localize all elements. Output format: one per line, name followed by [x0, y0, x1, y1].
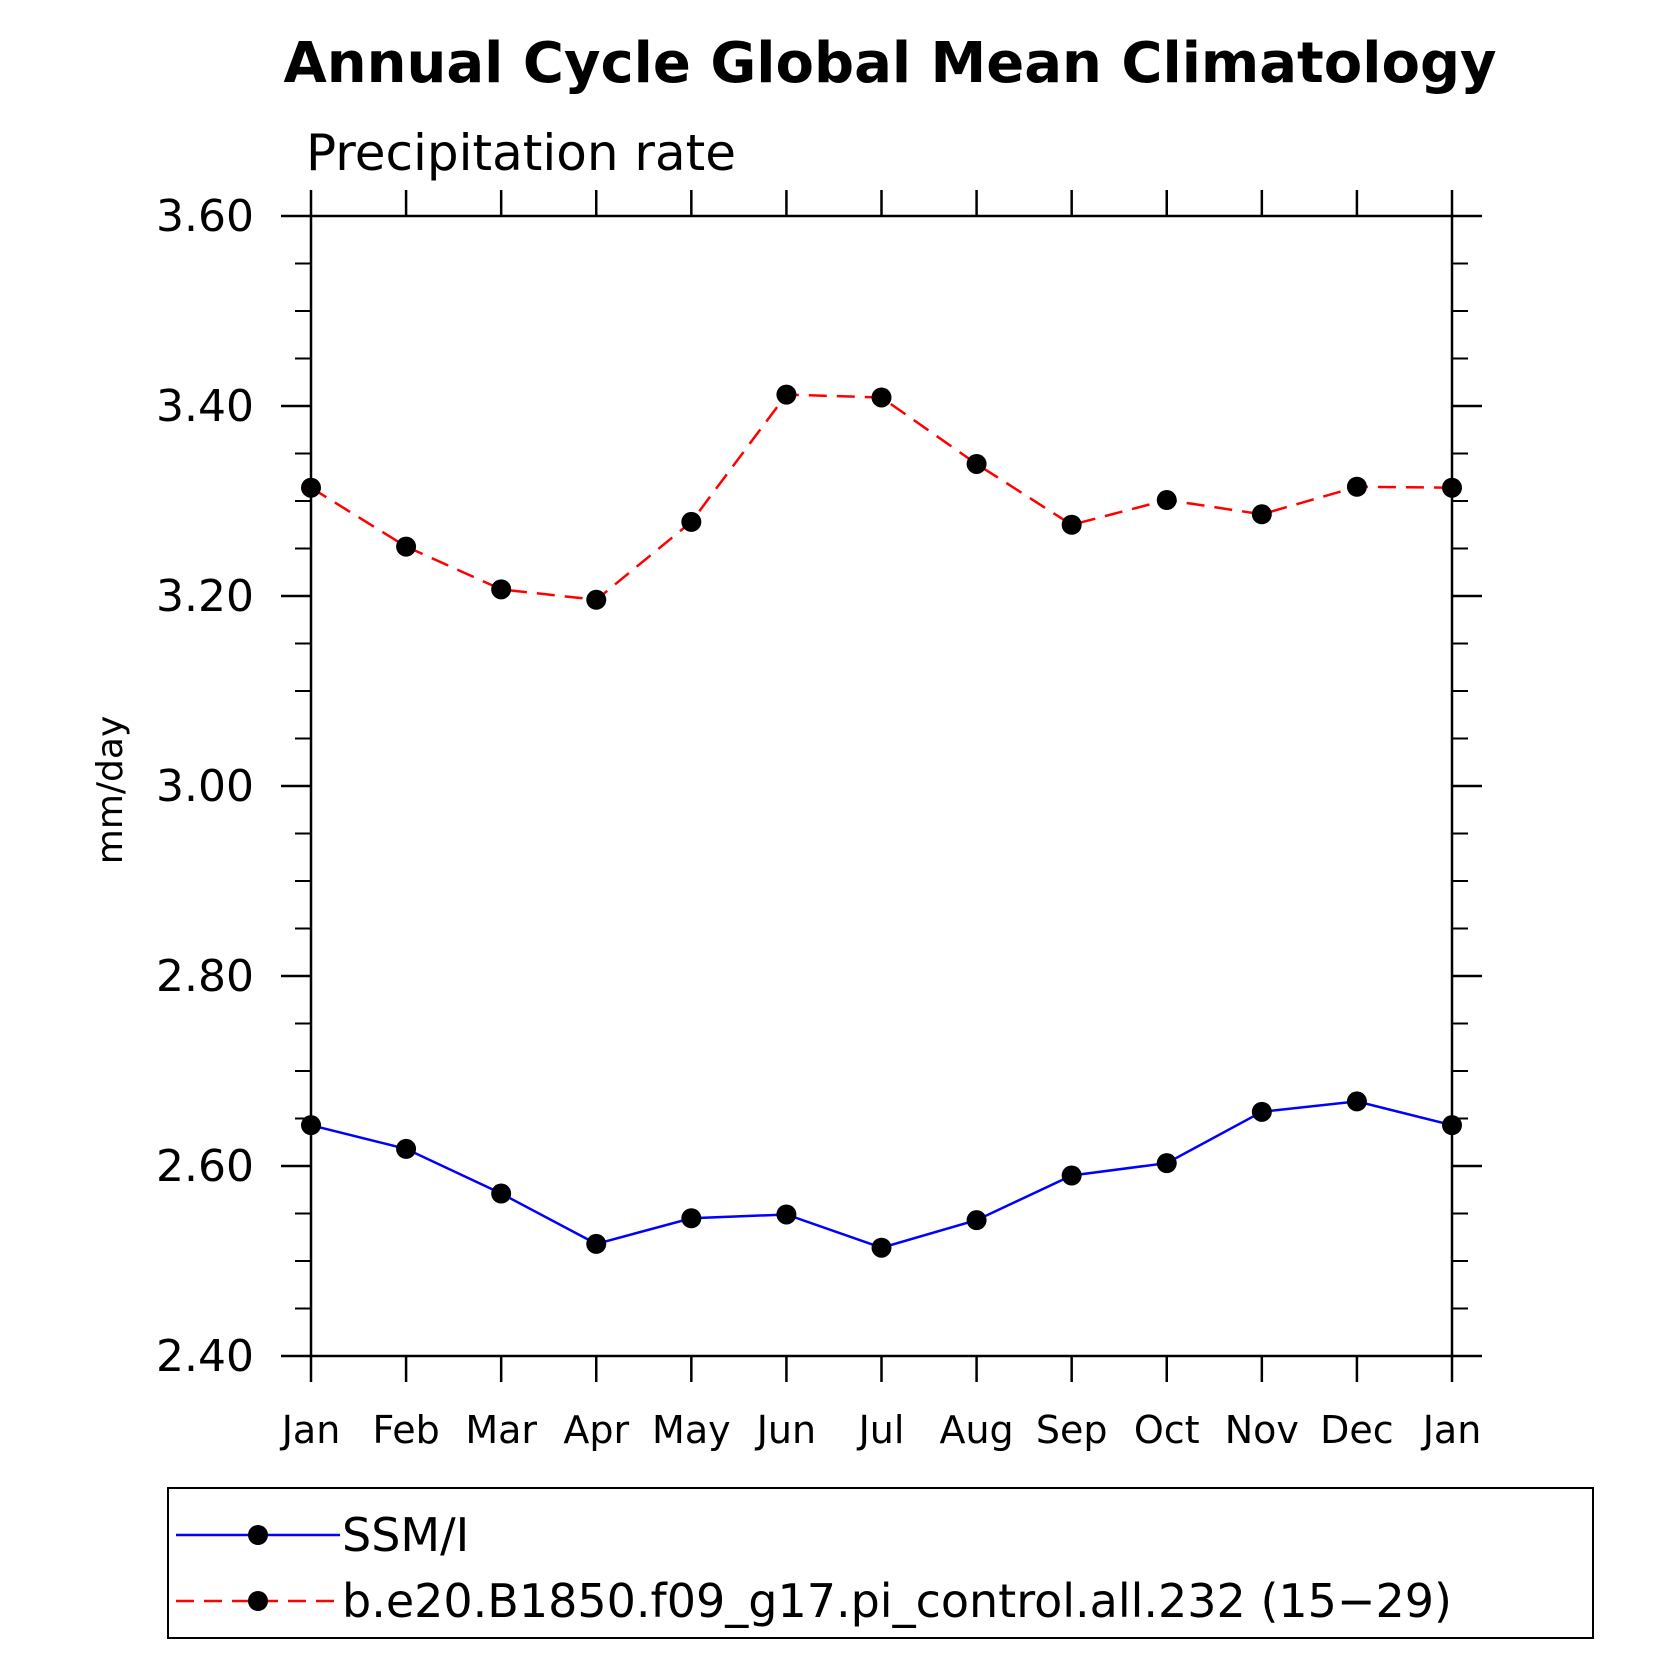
data-point: [966, 453, 987, 474]
x-tick-label: Feb: [372, 1408, 439, 1452]
x-tick-label: Jan: [1421, 1408, 1482, 1452]
series-line: [310, 393, 1453, 602]
x-tick-label: Sep: [1036, 1408, 1108, 1452]
x-tick-label: May: [652, 1408, 731, 1452]
y-tick-label: 3.60: [156, 191, 254, 242]
y-tick-label: 2.60: [156, 1141, 254, 1192]
chart-title: Annual Cycle Global Mean Climatology: [283, 31, 1496, 96]
data-point: [776, 1204, 797, 1225]
x-tick-label: Jun: [755, 1408, 816, 1452]
x-tick-label: Nov: [1225, 1408, 1299, 1452]
data-point: [1251, 504, 1272, 525]
x-tick-label: Jan: [280, 1408, 341, 1452]
data-point: [301, 1115, 321, 1136]
legend-label: SSM/I: [342, 1508, 469, 1562]
data-point: [1442, 477, 1462, 498]
data-point: [491, 579, 512, 600]
legend-marker: [248, 1591, 268, 1611]
data-point: [966, 1210, 987, 1231]
data-point: [586, 589, 607, 610]
data-point: [1346, 476, 1367, 497]
data-point: [681, 511, 702, 532]
y-tick-label: 3.00: [156, 761, 254, 812]
y-tick-label: 3.40: [156, 381, 254, 432]
data-point: [396, 1138, 417, 1159]
data-point: [1061, 514, 1082, 535]
data-point: [1442, 1115, 1462, 1136]
data-point: [681, 1208, 702, 1229]
data-point: [586, 1233, 607, 1254]
y-axis-label: mm/day: [90, 716, 131, 864]
data-point: [301, 477, 321, 498]
data-point: [871, 1237, 892, 1258]
data-point: [396, 536, 417, 557]
data-point: [1346, 1091, 1367, 1112]
data-point: [491, 1183, 512, 1204]
legend-marker: [248, 1525, 268, 1545]
legend: SSM/I b.e20.B1850.f09_g17.pi_control.all.…: [176, 1508, 1452, 1628]
data-point: [776, 384, 797, 405]
legend-label: b.e20.B1850.f09_g17.pi_control.all.232 (…: [342, 1574, 1452, 1628]
series-line: [310, 1100, 1453, 1250]
chart-subtitle: Precipitation rate: [306, 124, 736, 182]
data-point: [1156, 490, 1177, 511]
legend-box: [167, 1487, 1594, 1639]
y-tick-label: 2.80: [156, 951, 254, 1002]
data-point: [1156, 1153, 1177, 1174]
x-tick-label: Mar: [465, 1408, 537, 1452]
x-tick-label: Oct: [1134, 1408, 1200, 1452]
x-tick-label: Dec: [1320, 1408, 1394, 1452]
data-point: [871, 387, 892, 408]
x-tick-label: Aug: [939, 1408, 1013, 1452]
data-point: [1251, 1101, 1272, 1122]
series-layer: [301, 384, 1462, 1258]
data-point: [1061, 1165, 1082, 1186]
axis-ticks: Jan Feb Mar Apr May Jun Jul Aug Sep Oct Nov Dec Jan 2…: [156, 190, 1482, 1452]
x-tick-label: Jul: [857, 1408, 905, 1452]
x-tick-label: Apr: [563, 1408, 629, 1452]
y-tick-label: 2.40: [156, 1331, 254, 1382]
y-tick-label: 3.20: [156, 571, 254, 622]
